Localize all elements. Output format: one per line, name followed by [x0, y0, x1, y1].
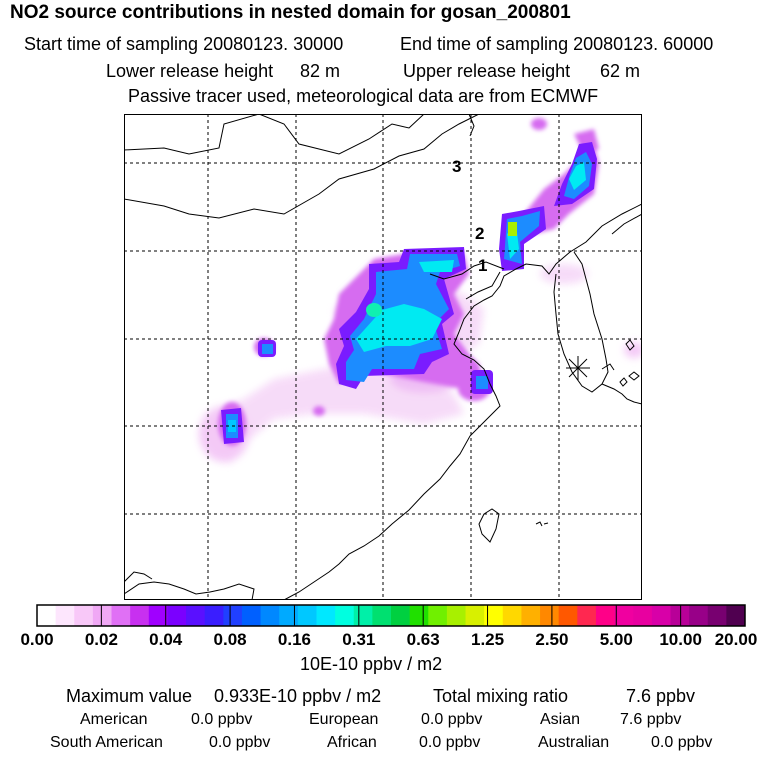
total-mixing-label: Total mixing ratio [433, 686, 569, 706]
colorbar-cell [409, 605, 429, 626]
colorbar-tick-label: 0.04 [149, 630, 183, 649]
marker-2: 2 [475, 224, 484, 243]
region-value: 0.0 ppbv [421, 711, 483, 728]
start-time-label: Start time of sampling 20080123. 30000 [24, 34, 344, 54]
colorbar-cell [74, 605, 94, 626]
colorbar-cell [484, 605, 504, 626]
upper-release-label: Upper release height [403, 61, 571, 81]
end-time-label: End time of sampling 20080123. 60000 [400, 34, 714, 54]
colorbar-cell [148, 605, 168, 626]
region-value: 7.6 ppbv [620, 711, 682, 728]
colorbar-cell [37, 605, 57, 626]
region-value: 0.0 ppbv [651, 734, 713, 751]
colorbar-cell [726, 605, 746, 626]
upper-release-value: 62 m [600, 61, 641, 81]
region-value: 0.0 ppbv [419, 734, 481, 751]
colorbar-cell [316, 605, 336, 626]
colorbar-tick-label: 0.00 [20, 630, 54, 649]
colorbar-cell [540, 605, 560, 626]
colorbar-frame [36, 604, 746, 627]
max-value: 0.933E-10 ppbv / m2 [214, 686, 382, 706]
colorbar-cell [241, 605, 262, 626]
region-name: African [327, 734, 377, 751]
colorbar-tick-label: 0.31 [342, 630, 376, 649]
region-name: Australian [538, 734, 610, 751]
colorbar-cell [130, 605, 150, 626]
colorbar-cell [651, 605, 671, 626]
colorbar-cell [297, 605, 317, 626]
lat-lon-grid [124, 114, 642, 600]
colorbar-cell [577, 605, 597, 626]
colorbar-units: 10E-10 ppbv / m2 [300, 654, 443, 674]
colorbar-cell [595, 605, 616, 626]
lower-release-label: Lower release height [106, 61, 274, 81]
map-frame [124, 114, 642, 600]
plot-title: NO2 source contributions in nested domai… [10, 2, 571, 23]
marker-3: 3 [452, 157, 461, 176]
plume-cyan [226, 152, 592, 438]
colorbar-cell [465, 605, 485, 626]
map-panel: 1 2 3 [124, 114, 642, 600]
colorbar-cell [260, 605, 280, 626]
region-value: 0.0 ppbv [191, 711, 253, 728]
colorbar-cell [689, 605, 709, 626]
colorbar-cell [167, 605, 187, 626]
colorbar-tick-label: 2.50 [535, 630, 569, 649]
colorbar-tick-label: 20.00 [714, 630, 758, 649]
region-name: Asian [540, 711, 581, 728]
colorbar-tick-label: 0.02 [84, 630, 118, 649]
region-name: South American [50, 734, 163, 751]
region-name: American [80, 711, 148, 728]
tracer-info: Passive tracer used, meteorological data… [128, 86, 599, 106]
colorbar-cell [502, 605, 522, 626]
colorbar-cell [353, 605, 373, 626]
colorbar-tick-label: 5.00 [599, 630, 633, 649]
colorbar-tick-label: 0.16 [277, 630, 311, 649]
colorbar-cell [111, 605, 131, 626]
colorbar-cell [279, 605, 299, 626]
colorbar-tick-label: 10.00 [659, 630, 702, 649]
colorbar-tick-label: 1.25 [470, 630, 505, 649]
total-mixing-value: 7.6 ppbv [626, 686, 696, 706]
max-value-label: Maximum value [66, 686, 193, 706]
colorbar-cell [614, 605, 634, 626]
colorbar-cell [92, 605, 113, 626]
colorbar-cell [446, 605, 467, 626]
marker-1: 1 [478, 256, 487, 275]
colorbar-tick-label: 0.08 [213, 630, 247, 649]
colorbar-cell [428, 605, 448, 626]
colorbar-cell [521, 605, 541, 626]
colorbar-cell [391, 605, 411, 626]
colorbar-cell [558, 605, 578, 626]
colorbar-cell [223, 605, 243, 626]
colorbar [36, 604, 746, 627]
colorbar-cell [186, 605, 206, 626]
colorbar-cell [670, 605, 690, 626]
colorbar-cell [372, 605, 392, 626]
lower-release-value: 82 m [300, 61, 341, 81]
colorbar-cell [55, 605, 75, 626]
region-value: 0.0 ppbv [209, 734, 271, 751]
colorbar-cell [633, 605, 653, 626]
colorbar-cell [707, 605, 727, 626]
coastlines [124, 114, 642, 600]
region-name: European [309, 711, 379, 728]
colorbar-cell [335, 605, 355, 626]
colorbar-cell [204, 605, 224, 626]
asterisk-receptor-icon [566, 356, 590, 380]
colorbar-tick-label: 0.63 [406, 630, 440, 649]
